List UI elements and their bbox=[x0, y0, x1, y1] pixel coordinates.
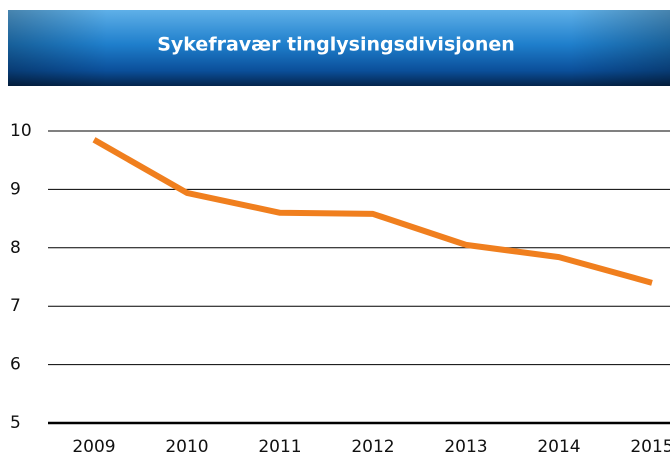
title-banner-shade bbox=[8, 10, 670, 86]
y-tick-label: 6 bbox=[10, 355, 21, 375]
y-tick-label: 8 bbox=[10, 238, 21, 258]
x-tick-label: 2011 bbox=[258, 437, 301, 457]
y-tick-label: 7 bbox=[10, 296, 21, 316]
x-tick-label: 2015 bbox=[630, 437, 670, 457]
x-tick-label: 2013 bbox=[444, 437, 487, 457]
y-tick-label: 5 bbox=[10, 413, 21, 433]
chart-title: Sykefravær tinglysingsdivisjonen bbox=[157, 34, 515, 56]
x-tick-label: 2014 bbox=[537, 437, 580, 457]
line-series bbox=[92, 137, 653, 286]
x-tick-label: 2012 bbox=[351, 437, 394, 457]
y-tick-label: 9 bbox=[10, 179, 21, 199]
y-tick-label: 10 bbox=[10, 121, 32, 141]
x-tick-label: 2010 bbox=[165, 437, 208, 457]
x-tick-label: 2009 bbox=[72, 437, 115, 457]
